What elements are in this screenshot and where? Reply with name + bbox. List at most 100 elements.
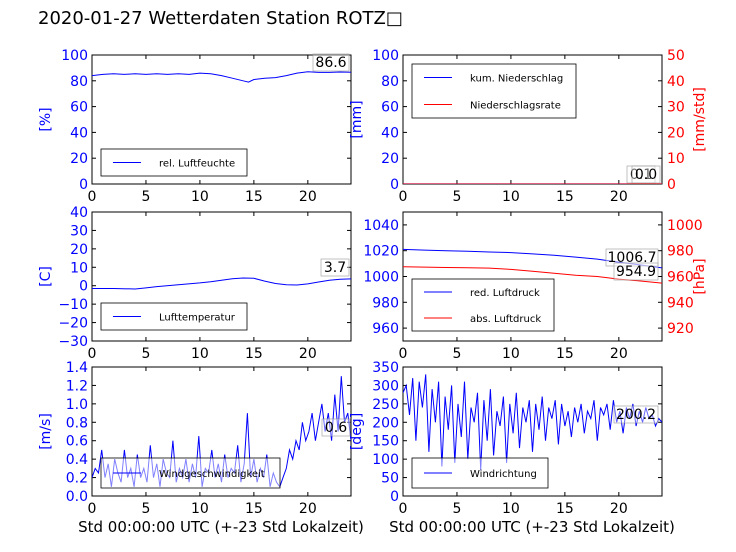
y-tick-label: 0.4 (66, 452, 88, 468)
value-annotation: 0.6 (325, 420, 347, 436)
plot-frame (91, 366, 352, 497)
y2-tick-label: 1000 (667, 218, 703, 234)
y-axis-label: [mm] (349, 100, 365, 138)
plot-frame (402, 366, 663, 497)
y2-axis-label: [hPa] (692, 258, 708, 294)
value-annotation: 1006.7 (608, 250, 657, 266)
y2-tick-label: 30 (667, 100, 685, 116)
y-tick-label: 980 (372, 295, 399, 311)
x-tick-label: 15 (245, 189, 263, 205)
y-tick-label: 1.4 (66, 360, 88, 376)
y2-axis-label: [mm/std] (692, 87, 708, 152)
y2-tick-label: 20 (667, 125, 685, 141)
plot-frame (91, 54, 352, 185)
y-tick-label: 0.8 (66, 415, 88, 431)
y-tick-label: 80 (70, 74, 88, 90)
y-tick-label: 0 (79, 279, 88, 295)
series-line-0 (403, 248, 662, 269)
x-tick-label: 15 (245, 346, 263, 362)
y-tick-label: 100 (372, 452, 399, 468)
value-annotation-box (613, 262, 659, 281)
x-tick-label: 5 (452, 346, 461, 362)
y-tick-label: 30 (70, 223, 88, 239)
y-tick-label: 40 (381, 125, 399, 141)
value-annotation-box (320, 258, 350, 277)
y-axis-label: [deg] (349, 413, 365, 450)
legend-label: kum. Niederschlag (470, 74, 563, 85)
y-tick-label: 1.0 (66, 397, 88, 413)
series-line-1 (403, 266, 662, 284)
legend-box (411, 278, 555, 332)
y2-tick-label: 940 (667, 295, 694, 311)
y-tick-label: −20 (58, 316, 88, 332)
x-tick-label: 10 (191, 189, 209, 205)
chart-winddir: 0 5 10 15 20050100150200250300350[deg]Windri… (349, 360, 663, 517)
x-tick-label: 15 (556, 501, 574, 517)
chart-temperature: 0 5 10 15 20 −30 −20 −10 0 10 20 30 40 [C] Lufttempera… (38, 205, 352, 362)
value-annotation: 3.7 (324, 260, 346, 276)
y-tick-label: 20 (70, 242, 88, 258)
x-tick-label: 0 (88, 346, 97, 362)
legend-label: Niederschlagsrate (470, 101, 561, 112)
x-tick-label: 10 (502, 501, 520, 517)
chart-pressure: 0 5 10 15 20 960 980 1000 1020 1040 920 940 960 980 10… (363, 211, 708, 362)
x-tick-label: 0 (88, 501, 97, 517)
y-tick-label: 250 (372, 397, 399, 413)
y-tick-label: 40 (70, 205, 88, 221)
y2-tick-label: 0 (667, 177, 676, 193)
x-tick-label: 0 (399, 346, 408, 362)
x-tick-label: 20 (610, 501, 628, 517)
y-tick-label: 960 (372, 321, 399, 337)
x-tick-label: 20 (299, 346, 317, 362)
y2-tick-label: 960 (667, 270, 694, 286)
y2-tick-label: 920 (667, 321, 694, 337)
x-tick-label: 5 (452, 501, 461, 517)
y-tick-label: 1020 (363, 244, 399, 260)
value-annotation: 200.2 (616, 407, 656, 423)
value-annotation: 0.1 (630, 167, 652, 183)
y-tick-label: 0.6 (66, 434, 88, 450)
y-tick-label: 0 (390, 489, 399, 505)
value-annotation: 954.9 (616, 264, 656, 280)
y-tick-label: 80 (381, 74, 399, 90)
series-line-0 (403, 374, 662, 471)
value-annotation-box (605, 248, 659, 267)
page-title: 2020-01-27 Wetterdaten Station ROTZ□ (38, 8, 403, 29)
legend-label: Windgeschwindigkeit (159, 469, 265, 480)
x-tick-label: 20 (610, 189, 628, 205)
y-axis-label: [%] (38, 107, 54, 131)
x-tick-label: 0 (88, 189, 97, 205)
legend-label: Lufttemperatur (159, 313, 236, 324)
y-tick-label: 0.0 (66, 489, 88, 505)
legend-label: Windrichtung (470, 469, 537, 480)
x-tick-label: 10 (502, 189, 520, 205)
plot-frame (91, 211, 352, 342)
x-tick-label: 15 (245, 501, 263, 517)
y-axis-label: [m/s] (38, 413, 54, 450)
legend-label: rel. Luftfeuchte (159, 159, 235, 170)
legend-label: red. Luftdruck (470, 288, 540, 299)
y-tick-label: 150 (372, 434, 399, 450)
legend-box (411, 63, 577, 119)
y-tick-label: −10 (58, 297, 88, 313)
y-tick-label: 100 (61, 48, 88, 64)
x-tick-label: 10 (191, 346, 209, 362)
x-axis-label-left: Std 00:00:00 UTC (+-23 Std Lokalzeit) (78, 518, 364, 536)
series-line-0 (92, 277, 351, 290)
x-tick-label: 20 (299, 501, 317, 517)
legend-label: abs. Luftdruck (470, 314, 541, 325)
x-tick-label: 20 (610, 346, 628, 362)
y-tick-label: 60 (381, 100, 399, 116)
x-tick-label: 0 (399, 501, 408, 517)
x-tick-label: 5 (141, 346, 150, 362)
y2-tick-label: 10 (667, 151, 685, 167)
y-tick-label: 200 (372, 415, 399, 431)
y2-tick-label: 980 (667, 244, 694, 260)
y-tick-label: 350 (372, 360, 399, 376)
y-tick-label: 1.2 (66, 378, 88, 394)
y-tick-label: 20 (381, 151, 399, 167)
value-annotation-box (312, 53, 350, 72)
y-axis-label: [C] (38, 266, 54, 287)
x-tick-label: 0 (399, 189, 408, 205)
